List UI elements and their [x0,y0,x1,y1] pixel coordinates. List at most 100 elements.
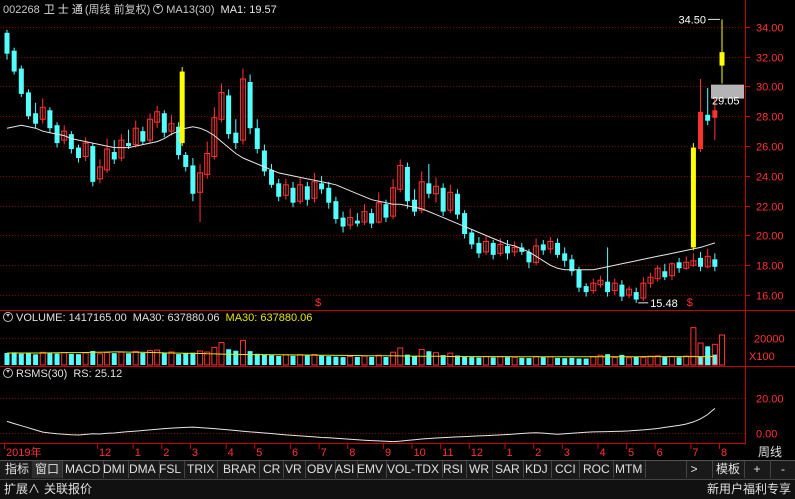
more-tabs-button[interactable]: > [686,461,701,478]
price-candle [147,118,153,141]
time-axis-label: 11 [442,447,453,459]
indicator-tab-kdj[interactable]: KDJ [522,461,552,478]
price-candle [326,187,332,203]
volume-bar [319,355,325,365]
period-label[interactable]: 周线 [745,444,795,460]
time-axis-label: 2 [535,447,541,459]
indicator-tab-vr[interactable]: VR [282,461,306,478]
price-candle [562,253,568,261]
price-candle [662,271,668,278]
price-candle [698,111,704,150]
indicator-tab-trix[interactable]: TRIX [184,461,219,478]
time-axis-label: 3 [564,447,570,459]
volume-bar [33,354,39,365]
rsms-panel-header: RSMS(30) RS: 25.12 [0,367,128,381]
volume-bar [533,355,540,366]
volume-bar [39,351,46,366]
price-candle [111,152,117,160]
price-candle [168,123,175,132]
indicator-tab-brar[interactable]: BRAR [220,461,261,478]
volume-bar [161,352,167,365]
indicator-tab-mtm[interactable]: MTM [612,461,647,478]
zoom-out-button[interactable]: - [770,461,795,478]
volume-bar [440,355,446,365]
indicator-tab-sar[interactable]: SAR [492,461,524,478]
price-candle [540,244,546,251]
price-candle [204,153,211,175]
price-axis-label: 34.00 [756,23,784,35]
indicator-tab-rsi[interactable]: RSI [440,461,468,478]
template-button[interactable]: 模板 [712,461,743,478]
price-candle [647,276,654,284]
indicator-tab-wr[interactable]: WR [466,461,493,478]
related-quotes-button[interactable]: 关联报价 [44,482,93,496]
price-candle [412,199,418,212]
volume-ma30-value: MA30: 637880.06 [132,312,220,324]
volume-bar [254,353,260,365]
price-candle [676,262,682,269]
indicator-tab-dmi[interactable]: DMI [100,461,129,478]
indicator-tab-cr[interactable]: CR [260,461,285,478]
price-candle [261,150,267,172]
price-candle [361,211,368,223]
volume-bar [483,356,490,366]
indicator-tab-指标[interactable]: 指标 [2,461,34,478]
indicator-tab-obv[interactable]: OBV [304,461,337,478]
indicator-tab-cci[interactable]: CCI [552,461,580,478]
time-axis-label: 4 [599,447,605,459]
price-candle [333,201,339,220]
volume-bar [197,350,204,366]
chart-canvas[interactable]: 16.0018.0020.0022.0024.0026.0028.0030.00… [0,0,795,460]
price-candle [304,186,310,200]
time-axis-label: 6 [657,447,663,459]
price-candle [605,281,611,293]
price-candle [683,261,690,269]
indicator-tab-窗口[interactable]: 窗口 [32,461,64,478]
indicator-tab-emv[interactable]: EMV [354,461,388,478]
volume-bar [190,352,196,365]
price-axis-label: 26.00 [756,142,784,154]
price-candle [190,165,196,194]
stock-name: 卫 士 通 [43,4,83,16]
ma13-label: MA13(30) [166,4,215,16]
volume-bar [654,355,661,366]
volume-bar [390,351,397,366]
indicator-tab-macd[interactable]: MACD [62,461,105,478]
price-candle [290,187,296,203]
price-candle [161,113,167,133]
time-axis-label: 5 [256,447,262,459]
rsms-menu-icon[interactable] [3,368,13,378]
price-axis-label: 16.00 [756,291,784,303]
volume-ma30-line [7,351,715,358]
volume-bar [426,351,432,365]
price-candle [104,148,111,171]
price-candle [505,245,510,254]
price-candle [176,126,182,156]
price-candle [375,202,382,223]
volume-menu-icon[interactable] [3,312,13,322]
expand-button[interactable]: 扩展∧ [4,482,41,496]
volume-bar [697,342,704,366]
indicator-tab-dma[interactable]: DMA [126,461,160,478]
indicator-menu-icon[interactable] [153,4,164,14]
volume-bar [611,357,618,366]
volume-bar [96,353,103,366]
price-candle [440,187,446,212]
price-candle [197,172,204,193]
indicator-tab-fsl[interactable]: FSL [156,461,186,478]
volume-bar [719,334,725,366]
price-candle [705,114,711,121]
rsms-line [6,408,716,443]
price-candle [447,191,454,211]
indicator-tab-roc[interactable]: ROC [580,461,614,478]
indicator-tab-vol-tdx[interactable]: VOL-TDX [384,461,444,478]
volume-bar [154,349,161,366]
indicator-tab-asi[interactable]: ASI [332,461,359,478]
volume-bar [111,353,117,365]
price-candle [218,91,225,120]
volume-bar [239,339,246,366]
price-candle [404,166,410,202]
zoom-in-button[interactable]: + [744,461,769,478]
price-axis-label: 18.00 [756,261,784,273]
new-user-benefit-link[interactable]: 新用户福利专享 [706,482,791,496]
